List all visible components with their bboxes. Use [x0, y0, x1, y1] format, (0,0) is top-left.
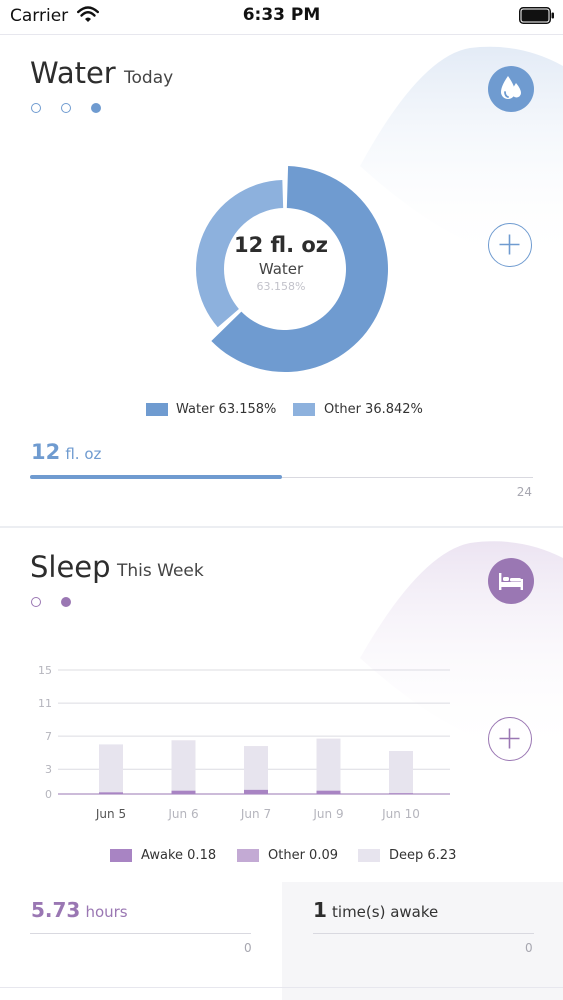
donut-center-value: 12 fl. oz — [233, 233, 329, 257]
awake-count-stat: 1 time(s) awake — [313, 898, 438, 922]
bar-deep — [99, 744, 123, 794]
sleep-title: Sleep — [30, 550, 111, 584]
donut-center-label: Water — [258, 260, 304, 278]
battery-icon — [519, 7, 555, 24]
bar-deep — [316, 738, 341, 794]
x-tick-label: Jun 7 — [240, 807, 271, 821]
bed-icon[interactable] — [488, 558, 534, 604]
legend-swatch-water — [146, 403, 168, 416]
legend-swatch-other — [237, 849, 259, 862]
y-tick-label: 0 — [45, 788, 52, 801]
water-drops-icon[interactable] — [488, 66, 534, 112]
awake-stat-panel — [282, 882, 563, 1000]
water-progress-fill — [30, 475, 282, 479]
x-tick-label: Jun 9 — [312, 807, 343, 821]
y-tick-label: 7 — [45, 730, 52, 743]
legend-awake: Awake 0.18 — [141, 848, 217, 863]
status-bar: Carrier 6:33 PM — [0, 0, 563, 35]
awake-count-track — [313, 933, 534, 934]
y-tick-label: 15 — [38, 664, 52, 677]
x-tick-label: Jun 10 — [381, 807, 420, 821]
bar-awake — [244, 789, 268, 794]
legend-other: Other 36.842% — [324, 402, 423, 417]
sleep-period: This Week — [117, 561, 204, 581]
legend-swatch-other — [293, 403, 315, 416]
bar-awake — [316, 790, 341, 794]
awake-count-goal: 0 — [525, 941, 533, 955]
donut-center-percent: 63.158% — [256, 280, 306, 293]
bar-deep — [244, 746, 268, 794]
awake-count-unit: time(s) awake — [332, 903, 439, 921]
legend-swatch-deep — [358, 849, 380, 862]
donut-center: 12 fl. oz Water 63.158% — [181, 233, 381, 293]
page-dot-1[interactable] — [31, 597, 41, 607]
card-divider — [0, 526, 563, 528]
water-period: Today — [124, 68, 174, 88]
x-tick-label: Jun 5 — [95, 807, 126, 821]
sleep-hours-stat: 5.73 hours — [31, 898, 128, 922]
carrier-label: Carrier — [10, 6, 69, 26]
x-tick-label: Jun 6 — [167, 807, 198, 821]
water-progress-unit: fl. oz — [65, 445, 102, 463]
donut-slice-water — [211, 166, 388, 372]
sleep-hours-unit: hours — [85, 903, 128, 921]
water-goal-label: 24 — [516, 485, 532, 499]
sleep-hours-goal: 0 — [244, 941, 252, 955]
water-donut-chart — [196, 166, 388, 372]
sleep-hours-track — [30, 933, 251, 934]
water-card[interactable]: Water Today 12 fl. oz Water 63.158% Wate… — [0, 36, 563, 526]
bar-awake — [99, 792, 123, 794]
add-water-button[interactable] — [488, 223, 532, 267]
water-progress-value: 12 fl. oz — [31, 440, 101, 464]
donut-slice-other — [196, 180, 284, 328]
bottom-divider — [0, 987, 563, 988]
legend-deep: Deep 6.23 — [389, 848, 457, 863]
legend-other: Other 0.09 — [268, 848, 338, 863]
bar-awake — [389, 793, 413, 794]
page-dot-1[interactable] — [31, 103, 41, 113]
water-progress-number: 12 — [31, 440, 61, 464]
water-progress-track — [30, 477, 533, 478]
y-tick-label: 11 — [38, 697, 52, 710]
page-dot-3[interactable] — [91, 103, 101, 113]
clock: 6:33 PM — [242, 5, 321, 25]
water-title: Water — [30, 56, 116, 90]
bar-deep — [171, 740, 196, 794]
y-tick-label: 3 — [45, 763, 52, 776]
sleep-hours-value: 5.73 — [31, 898, 81, 922]
page-dot-2[interactable] — [61, 103, 71, 113]
bar-deep — [389, 751, 413, 794]
sleep-card[interactable]: Sleep This Week 0 3 7 11 15 Jun 5 Jun 6 Jun 7 Ju… — [0, 528, 563, 1000]
wifi-icon — [77, 6, 99, 28]
legend-swatch-awake — [110, 849, 132, 862]
add-sleep-button[interactable] — [488, 717, 532, 761]
sleep-bar-chart: 0 3 7 11 15 Jun 5 Jun 6 Jun 7 Jun 9 Jun 10 — [38, 664, 450, 821]
bar-awake — [171, 790, 196, 794]
legend-water: Water 63.158% — [176, 402, 277, 417]
page-dot-2[interactable] — [61, 597, 71, 607]
awake-count-value: 1 — [313, 898, 327, 922]
